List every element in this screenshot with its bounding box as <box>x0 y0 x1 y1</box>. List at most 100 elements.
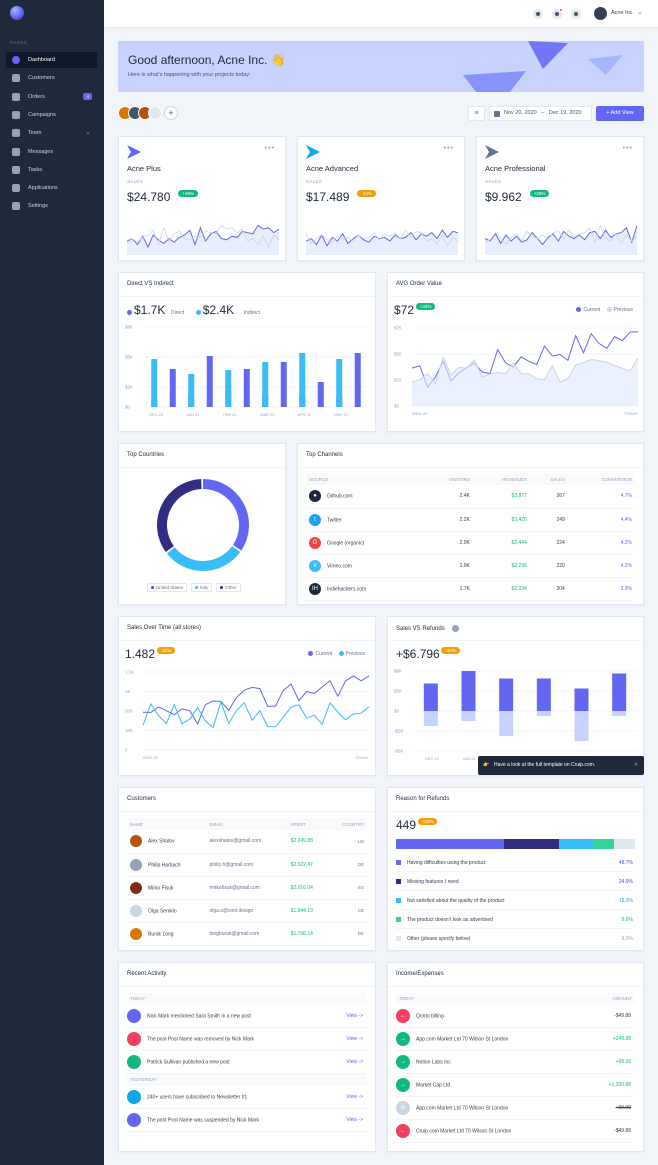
bar-refunds[interactable] <box>461 711 476 721</box>
slice-italy[interactable] <box>166 546 241 571</box>
bar-direct[interactable] <box>280 362 287 407</box>
bar-sales[interactable] <box>612 673 627 712</box>
more-icon[interactable]: ••• <box>264 145 275 152</box>
avatar[interactable] <box>148 106 162 120</box>
sidebar-item-settings[interactable]: Settings <box>6 198 97 214</box>
sidebar-item-applications[interactable]: Applications <box>6 180 97 196</box>
notification-dot <box>559 8 563 12</box>
reason-row[interactable]: Having difficulties using the product 48.… <box>396 854 635 872</box>
legend-item[interactable]: Other <box>216 583 241 592</box>
filter-button[interactable]: ≡ <box>468 106 485 121</box>
bar-sales[interactable] <box>574 688 589 712</box>
bar-direct[interactable] <box>354 353 361 407</box>
bar-direct[interactable] <box>243 369 250 407</box>
table-row[interactable]: t Twitter 2.2K $3,426 249 4.4% <box>306 508 635 531</box>
table-row[interactable]: G Google (organic) 2.0K $2,444 224 4.2% <box>306 531 635 554</box>
help-icon[interactable] <box>571 9 581 19</box>
table-row[interactable]: Philip Harbach philip.h@gmail.com $2,022.4… <box>127 853 367 876</box>
bar-sales[interactable] <box>423 683 438 712</box>
bar-refunds[interactable] <box>499 711 514 736</box>
bar-indirect[interactable] <box>299 353 306 407</box>
legend-item[interactable]: United States <box>147 583 188 592</box>
legend-item[interactable]: Italy <box>191 583 213 592</box>
logo-icon[interactable] <box>10 6 24 20</box>
table-row[interactable]: Mirko Fisuk mirkofisuk@gmail.com $2,016.04… <box>127 876 367 899</box>
reason-row[interactable]: Not satisfied about the quality of the p… <box>396 892 635 910</box>
transaction-row[interactable]: → App.com Market Ltd 70 Wilson St London +… <box>396 1028 635 1051</box>
table-row[interactable]: IH Indiehackers.com 1.7K $2,034 204 3.9% <box>306 577 635 600</box>
bar-sales[interactable] <box>461 671 476 711</box>
activity-item[interactable]: Nick Mark mentioned Sara Smith in a new … <box>127 1005 367 1028</box>
reason-row[interactable]: Missing features I need 24.9% <box>396 873 635 891</box>
user-menu-label[interactable]: Acne Inc. <box>611 10 634 16</box>
sidebar-item-customers[interactable]: Customers <box>6 70 97 86</box>
view-link[interactable]: View -> <box>346 1117 363 1123</box>
activity-item[interactable]: The post Post Name was removed by Nick M… <box>127 1028 367 1051</box>
promo-toast[interactable]: 👉 Have a look at the full template on Cr… <box>478 756 644 775</box>
transaction-row[interactable]: ← Cruip.com Market Ltd 70 Wilson St Londo… <box>396 1120 635 1143</box>
reason-row[interactable]: The product doesn’t look as advertised 9.… <box>396 911 635 929</box>
add-member-button[interactable]: + <box>164 106 178 120</box>
bar-direct[interactable] <box>206 356 213 407</box>
view-link[interactable]: View -> <box>346 1036 363 1042</box>
bar-refunds[interactable] <box>536 711 551 716</box>
bar-sales[interactable] <box>499 678 514 712</box>
sidebar-item-team[interactable]: Team ⌄ <box>6 125 97 141</box>
more-icon[interactable]: ••• <box>622 145 633 152</box>
sidebar-item-messages[interactable]: Messages <box>6 144 97 160</box>
transaction-row[interactable]: ← Qonto billing -$49.88 <box>396 1005 635 1028</box>
chevron-down-icon[interactable]: ⌄ <box>637 9 643 16</box>
more-icon[interactable]: ••• <box>443 145 454 152</box>
reason-segment[interactable] <box>559 839 594 849</box>
info-icon[interactable] <box>452 625 460 632</box>
bar-indirect[interactable] <box>188 374 195 407</box>
messages-icon[interactable] <box>552 8 563 19</box>
reason-row[interactable]: Other (please specify below) 9.3% <box>396 930 635 948</box>
table-row[interactable]: Olga Semklo olga.s@cool.design $1,944.19 CE <box>127 899 367 922</box>
table-row[interactable]: v Vimeo.com 1.9K $2,236 220 4.2% <box>306 554 635 577</box>
bar-direct[interactable] <box>169 369 176 407</box>
chevron-down-icon[interactable]: ⌄ <box>85 129 91 137</box>
refunds-value: +$6.796 <box>396 647 440 661</box>
bar-indirect[interactable] <box>225 370 232 407</box>
bar-indirect[interactable] <box>262 362 269 407</box>
reason-segment[interactable] <box>396 839 504 849</box>
close-icon[interactable]: ✕ <box>633 762 638 768</box>
activity-item[interactable]: 240+ users have subscribed to Newsletter… <box>127 1086 367 1109</box>
search-icon[interactable] <box>533 9 543 19</box>
view-link[interactable]: View -> <box>346 1013 363 1019</box>
date-range-picker[interactable]: Nov 20, 2020 – Dec 19, 2020 <box>489 106 592 121</box>
user-avatar[interactable] <box>594 7 607 20</box>
reason-segment[interactable] <box>503 839 560 849</box>
sidebar-item-campaigns[interactable]: Campaigns <box>6 107 97 123</box>
slice-other[interactable] <box>157 479 202 553</box>
bar-direct[interactable] <box>317 382 324 407</box>
bar-refunds[interactable] <box>423 711 438 726</box>
country-cell: ES <box>357 885 364 890</box>
column-header: CONVERSION <box>601 476 632 482</box>
transaction-row[interactable]: → Market Cap Ltd +1,200.88 <box>396 1074 635 1097</box>
sidebar-item-dashboard[interactable]: Dashboard <box>6 52 97 68</box>
slice-united-states[interactable] <box>203 479 249 551</box>
bar-indirect[interactable] <box>336 359 343 407</box>
view-link[interactable]: View -> <box>346 1094 363 1100</box>
activity-item[interactable]: The post Post Name was suspended by Nick… <box>127 1109 367 1132</box>
view-link[interactable]: View -> <box>346 1059 363 1065</box>
bar-refunds[interactable] <box>612 711 627 716</box>
add-view-button[interactable]: + Add View <box>596 106 644 121</box>
reason-segment[interactable] <box>614 839 635 849</box>
bar-sales[interactable] <box>536 678 551 712</box>
table-row[interactable]: ● Github.com 2.4K $3,877 267 4.7% <box>306 485 635 508</box>
table-row[interactable]: Alex Shatov alexshatov@gmail.com $2,249.88… <box>127 830 367 853</box>
bar-refunds[interactable] <box>574 711 589 741</box>
sidebar-item-tasks[interactable]: Tasks <box>6 162 97 178</box>
bar-indirect[interactable] <box>151 359 158 407</box>
reason-label: Missing features I need <box>407 879 459 885</box>
reason-segment[interactable] <box>593 839 615 849</box>
sidebar-item-orders[interactable]: Orders 4 <box>6 89 97 105</box>
table-row[interactable]: Burak Long longburak@gmail.com $1,766.14 DE <box>127 922 367 945</box>
suspend-icon <box>127 1113 141 1127</box>
activity-item[interactable]: Patrick Sullivan published a new post Vie… <box>127 1051 367 1074</box>
transaction-row[interactable]: → Notion Labs Inc +99.99 <box>396 1051 635 1074</box>
transaction-row[interactable]: ⊘ App.com Market Ltd 70 Wilson St London +… <box>396 1097 635 1120</box>
